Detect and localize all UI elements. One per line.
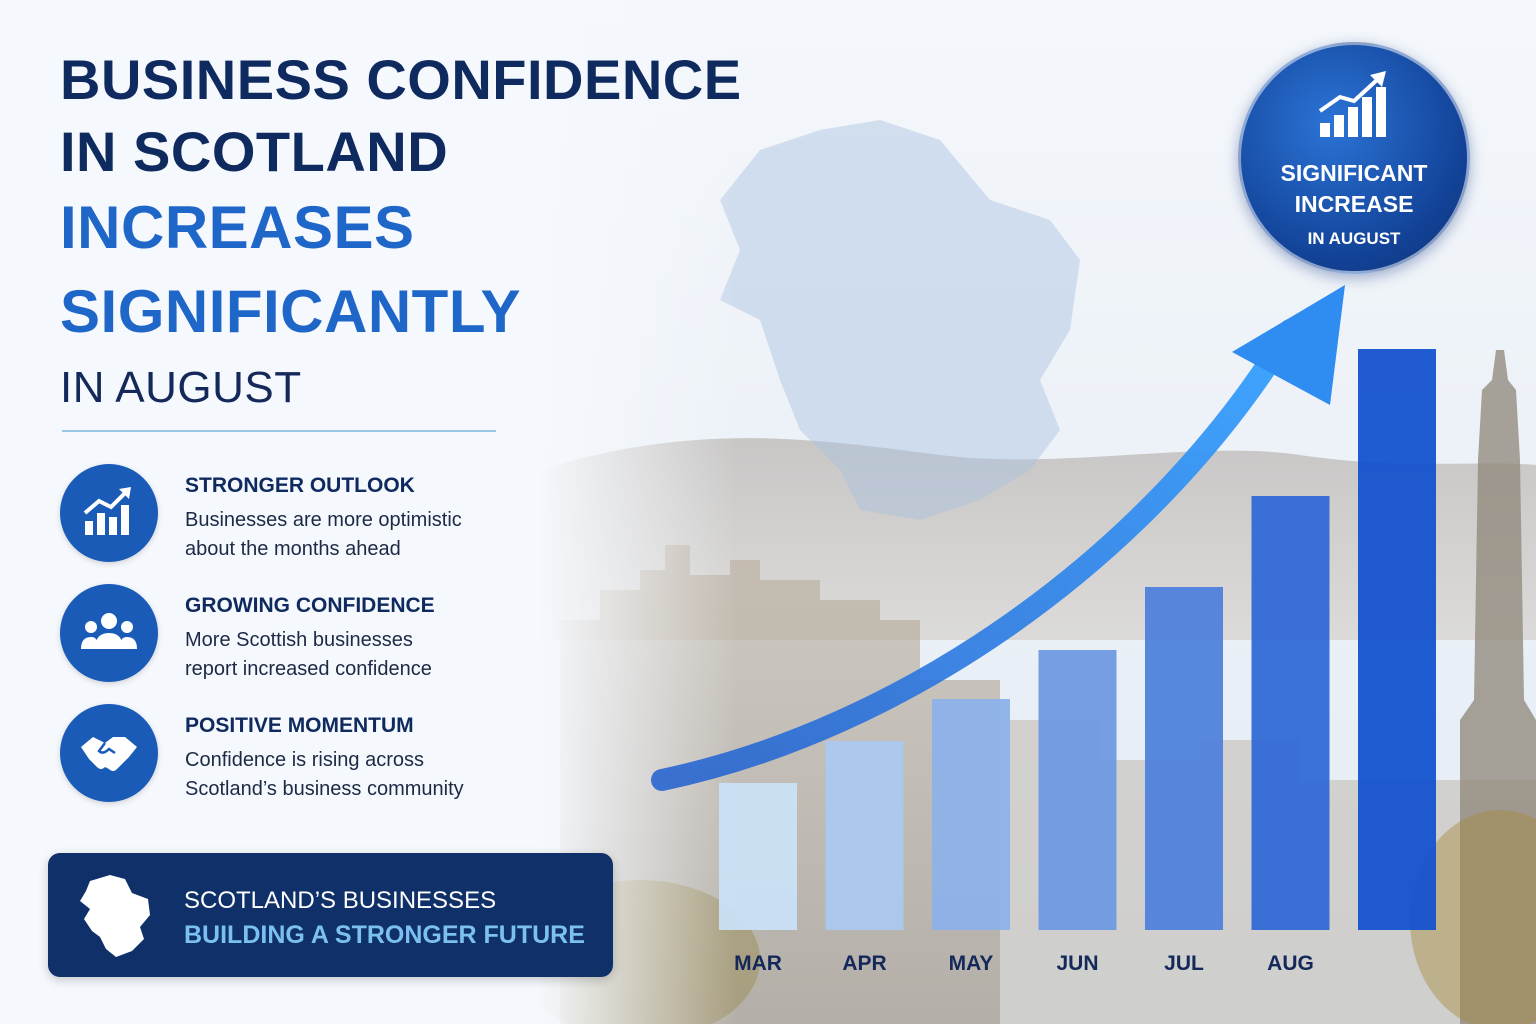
banner-line-2: BUILDING A STRONGER FUTURE	[184, 921, 585, 949]
feature-description-line: Businesses are more optimistic	[185, 509, 462, 531]
footer-banner: SCOTLAND’S BUSINESSES BUILDING A STRONGE…	[48, 853, 613, 977]
badge-line-3: IN AUGUST	[1307, 229, 1401, 248]
title-line-1: BUSINESS CONFIDENCE	[60, 48, 742, 111]
scotland-map-icon	[80, 875, 150, 957]
feature-growing-confidence: GROWING CONFIDENCE More Scottish busines…	[60, 584, 520, 684]
title-line-4: SIGNIFICANTLY	[60, 278, 521, 345]
x-tick-label: AUG	[1267, 952, 1314, 975]
feature-description-line: Scotland’s business community	[185, 778, 464, 800]
feature-stronger-outlook: STRONGER OUTLOOK Businesses are more opt…	[60, 464, 520, 564]
bar-jun	[1038, 650, 1117, 930]
title-line-5: IN AUGUST	[60, 363, 302, 412]
feature-description: Confidence is rising across Scotland’s b…	[185, 746, 515, 804]
feature-description: More Scottish businesses report increase…	[185, 626, 515, 684]
bar-latest	[1358, 349, 1436, 930]
feature-title: GROWING CONFIDENCE	[185, 594, 435, 617]
x-tick-label: MAY	[949, 952, 994, 975]
bar-apr	[825, 741, 904, 930]
feature-description-line: More Scottish businesses	[185, 629, 413, 651]
bar-jul	[1145, 587, 1223, 930]
handshake-icon	[60, 704, 158, 802]
title-line-3: INCREASES	[60, 194, 415, 261]
x-tick-label: APR	[842, 952, 886, 975]
people-group-icon	[60, 584, 158, 682]
bar-mar	[719, 783, 797, 930]
banner-line-1: SCOTLAND’S BUSINESSES	[184, 887, 497, 914]
x-tick-label: JUL	[1164, 952, 1204, 975]
badge-line-2: INCREASE	[1294, 191, 1414, 217]
feature-description-line: Confidence is rising across	[185, 749, 424, 771]
feature-description-line: about the months ahead	[185, 538, 401, 560]
feature-title: STRONGER OUTLOOK	[185, 474, 415, 497]
trend-arrow	[651, 319, 1301, 791]
x-tick-label: MAR	[734, 952, 782, 975]
title-line-2: IN SCOTLAND	[60, 120, 449, 183]
feature-positive-momentum: POSITIVE MOMENTUM Confidence is rising a…	[60, 704, 520, 804]
bar-aug	[1251, 496, 1330, 930]
x-tick-label: JUN	[1056, 952, 1098, 975]
rising-bars-icon	[1318, 71, 1386, 137]
badge-line-1: SIGNIFICANT	[1280, 160, 1428, 186]
growth-chart-icon	[60, 464, 158, 562]
feature-description: Businesses are more optimistic about the…	[185, 506, 515, 564]
significant-increase-badge: SIGNIFICANT INCREASE IN AUGUST	[1238, 42, 1470, 274]
feature-title: POSITIVE MOMENTUM	[185, 714, 414, 737]
feature-description-line: report increased confidence	[185, 658, 432, 680]
bar-may	[932, 699, 1010, 930]
trend-arrow-head	[1232, 285, 1345, 405]
divider	[62, 430, 496, 432]
